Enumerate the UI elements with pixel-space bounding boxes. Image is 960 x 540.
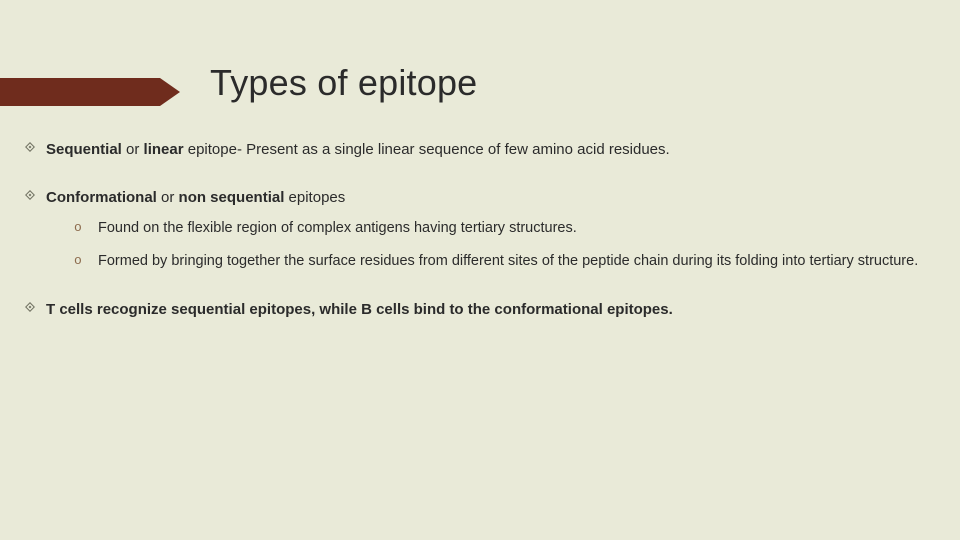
bullet-conformational: Conformational or non sequential epitope…	[22, 188, 936, 271]
slide-body: Sequential or linear epitope- Present as…	[22, 140, 936, 348]
bold-text: non sequential	[179, 189, 285, 206]
slide-title: Types of epitope	[210, 62, 477, 104]
bold-text: Conformational	[46, 189, 157, 206]
bullet-tcells-bcells: T cells recognize sequential epitopes, w…	[22, 300, 936, 320]
diamond-icon	[24, 301, 36, 313]
text: or	[122, 141, 144, 158]
text: Formed by bringing together the surface …	[98, 253, 918, 269]
sub-bullet: o Formed by bringing together the surfac…	[74, 252, 936, 272]
bold-text: linear	[144, 141, 184, 158]
bold-text: Sequential	[46, 141, 122, 158]
text: epitope- Present as a single linear sequ…	[184, 141, 670, 158]
bold-text: T cells recognize sequential epitopes, w…	[46, 301, 673, 318]
diamond-icon	[24, 141, 36, 153]
diamond-icon	[24, 189, 36, 201]
title-banner	[0, 78, 160, 106]
circle-icon: o	[74, 252, 86, 264]
slide: Types of epitope Sequential or linear ep…	[0, 0, 960, 540]
sub-bullet: o Found on the flexible region of comple…	[74, 219, 936, 239]
circle-icon: o	[74, 219, 86, 231]
text: epitopes	[284, 189, 345, 206]
text: or	[157, 189, 179, 206]
text: Found on the flexible region of complex …	[98, 220, 577, 236]
bullet-sequential: Sequential or linear epitope- Present as…	[22, 140, 936, 160]
